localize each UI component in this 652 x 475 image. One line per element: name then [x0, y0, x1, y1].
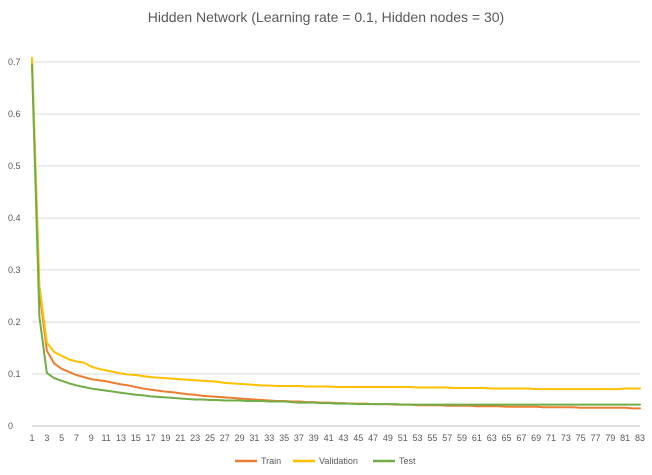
x-tick-label: 39 — [309, 433, 319, 443]
x-tick-label: 83 — [635, 433, 645, 443]
x-tick-label: 7 — [74, 433, 79, 443]
x-tick-label: 75 — [576, 433, 586, 443]
x-axis-tick-labels: 1 3 5 7 9 11 13 15 17 19 21 23 25 27 29 31 33 35 37 39 41 43 4… — [29, 433, 645, 443]
x-tick-label: 57 — [442, 433, 452, 443]
y-tick-label: 0.3 — [8, 265, 21, 275]
x-tick-label: 41 — [324, 433, 334, 443]
x-tick-label: 11 — [101, 433, 110, 443]
y-tick-label: 0.5 — [8, 161, 21, 171]
x-tick-label: 59 — [457, 433, 467, 443]
x-tick-label: 13 — [116, 433, 126, 443]
series-lines — [31, 56, 641, 410]
y-tick-label: 0.4 — [8, 213, 21, 223]
legend-label-train: Train — [261, 456, 281, 466]
x-tick-label: 3 — [44, 433, 49, 443]
x-tick-label: 81 — [620, 433, 630, 443]
y-tick-label: 0 — [8, 421, 13, 431]
x-tick-label: 55 — [427, 433, 437, 443]
y-tick-label: 0.6 — [8, 109, 21, 119]
x-tick-label: 37 — [294, 433, 304, 443]
x-tick-label: 1 — [29, 433, 34, 443]
x-tick-label: 53 — [413, 433, 423, 443]
legend: Train Validation Test — [235, 456, 416, 466]
legend-label-validation: Validation — [319, 456, 358, 466]
x-tick-label: 33 — [264, 433, 274, 443]
x-tick-label: 71 — [546, 433, 556, 443]
x-tick-label: 5 — [59, 433, 64, 443]
legend-label-test: Test — [399, 456, 416, 466]
y-tick-label: 0.2 — [8, 317, 21, 327]
x-tick-label: 77 — [591, 433, 601, 443]
x-tick-label: 69 — [531, 433, 541, 443]
gridlines — [32, 61, 640, 427]
x-tick-label: 17 — [146, 433, 156, 443]
x-tick-label: 67 — [516, 433, 526, 443]
x-tick-label: 47 — [368, 433, 378, 443]
x-tick-label: 31 — [249, 433, 259, 443]
x-tick-label: 19 — [160, 433, 170, 443]
x-tick-label: 23 — [190, 433, 200, 443]
x-tick-label: 73 — [561, 433, 571, 443]
y-tick-label: 0.1 — [8, 369, 21, 379]
x-tick-label: 79 — [605, 433, 615, 443]
y-tick-label: 0.7 — [8, 57, 21, 67]
x-tick-label: 65 — [502, 433, 512, 443]
y-axis-tick-labels: 0 0.1 0.2 0.3 0.4 0.5 0.6 0.7 — [8, 57, 21, 431]
x-tick-label: 9 — [89, 433, 94, 443]
x-tick-label: 29 — [235, 433, 245, 443]
x-tick-label: 35 — [279, 433, 289, 443]
x-tick-label: 51 — [398, 433, 408, 443]
x-tick-label: 49 — [383, 433, 393, 443]
x-tick-label: 63 — [487, 433, 497, 443]
series-line-validation — [31, 56, 641, 391]
x-tick-label: 61 — [472, 433, 482, 443]
x-tick-label: 21 — [175, 433, 185, 443]
x-tick-label: 27 — [220, 433, 230, 443]
chart-title: Hidden Network (Learning rate = 0.1, Hid… — [148, 9, 504, 25]
series-line-test — [31, 63, 641, 406]
x-tick-label: 15 — [131, 433, 141, 443]
x-tick-label: 43 — [338, 433, 348, 443]
x-tick-label: 45 — [353, 433, 363, 443]
x-tick-label: 25 — [205, 433, 215, 443]
